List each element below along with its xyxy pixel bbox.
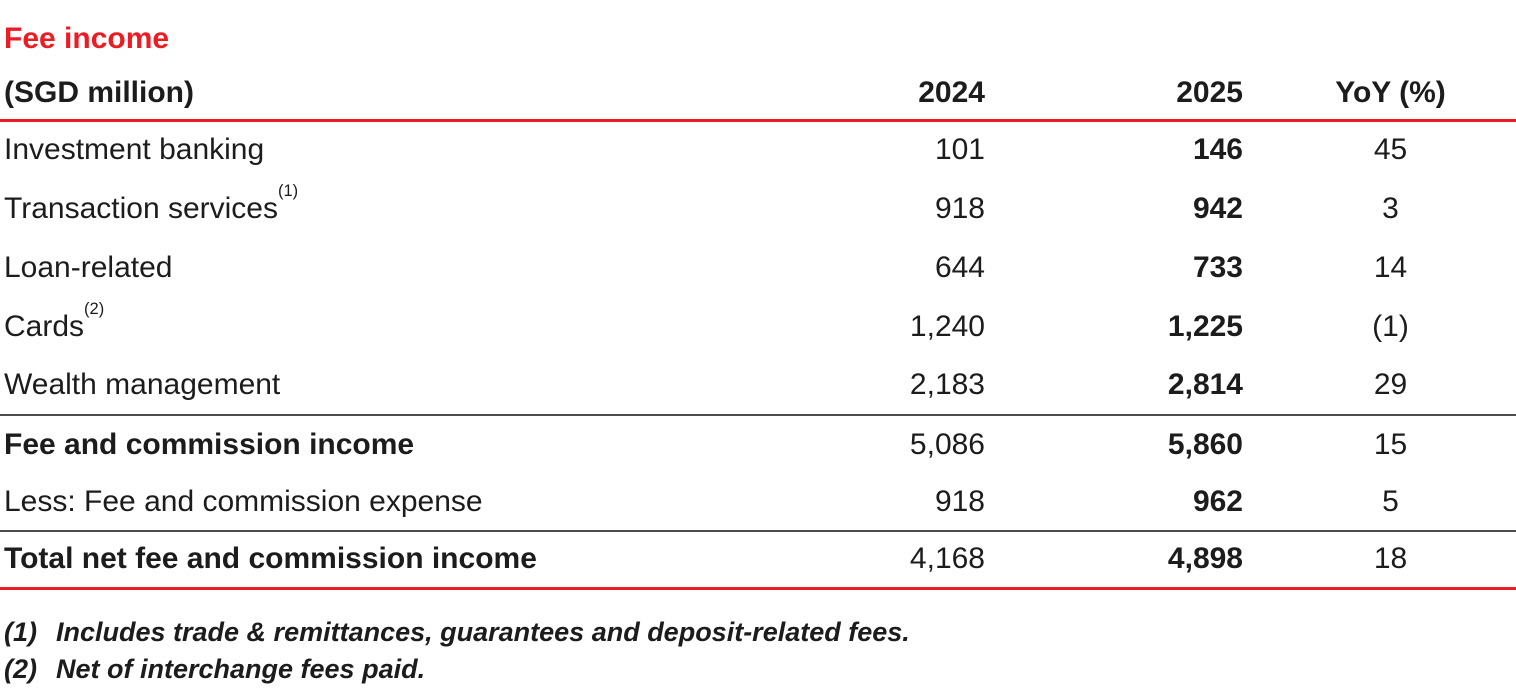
value-2024: 644 <box>934 250 985 284</box>
table-row-fee-commission-expense: Less: Fee and commission expense 918 962… <box>0 473 1516 531</box>
footnote-text: Includes trade & remittances, guarantees… <box>56 616 910 647</box>
value-yoy: 3 <box>1382 191 1399 225</box>
footnote-1: (1) Includes trade & remittances, guaran… <box>4 614 1516 651</box>
value-2024: 918 <box>934 484 985 518</box>
value-2024: 5,086 <box>909 427 985 461</box>
value-2024: 4,168 <box>909 542 985 576</box>
table-header-row: (SGD million) 2024 2025 YoY (%) <box>0 58 1516 120</box>
footnote-2: (2) Net of interchange fees paid. <box>4 651 1516 688</box>
table-row-cards: Cards(2) 1,240 1,225 (1) <box>0 297 1516 356</box>
table-row-loan-related: Loan-related 644 733 14 <box>0 238 1516 297</box>
row-label: Investment banking <box>4 133 265 167</box>
value-yoy: 18 <box>1373 542 1408 576</box>
value-2024: 2,183 <box>909 368 985 401</box>
value-2024: 1,240 <box>909 309 985 343</box>
footnote-marker: (2) <box>4 653 37 684</box>
value-yoy: 15 <box>1373 427 1408 461</box>
value-yoy: 45 <box>1373 133 1408 167</box>
row-label: Less: Fee and commission expense <box>4 484 483 518</box>
row-label: Wealth management <box>4 368 281 401</box>
footnote-marker: (1) <box>4 616 37 647</box>
fee-income-table: (SGD million) 2024 2025 YoY (%) Investme… <box>0 58 1516 590</box>
column-header-2025: 2025 <box>1176 75 1243 109</box>
table-row-wealth-management: Wealth management 2,183 2,814 29 <box>0 356 1516 415</box>
value-2025: 2,814 <box>1167 368 1243 401</box>
table-row-transaction-services: Transaction services(1) 918 942 3 <box>0 179 1516 238</box>
footnotes: (1) Includes trade & remittances, guaran… <box>0 614 1516 688</box>
value-2025: 942 <box>1192 191 1243 225</box>
value-2025: 5,860 <box>1167 427 1243 461</box>
value-yoy: 29 <box>1373 368 1408 401</box>
value-2025: 733 <box>1192 250 1243 284</box>
column-header-yoy: YoY (%) <box>1335 75 1446 109</box>
value-yoy: 5 <box>1382 484 1399 518</box>
value-2024: 918 <box>934 191 985 225</box>
page-title: Fee income <box>4 22 170 55</box>
column-header-2024: 2024 <box>918 75 985 109</box>
footnote-ref-1: (1) <box>277 182 299 201</box>
row-label: Fee and commission income <box>4 427 415 461</box>
unit-label: (SGD million) <box>4 75 194 109</box>
value-2025: 962 <box>1192 484 1243 518</box>
value-2024: 101 <box>934 133 985 167</box>
footnote-text: Net of interchange fees paid. <box>56 653 426 684</box>
value-yoy: 14 <box>1373 250 1408 284</box>
footnote-ref-2: (2) <box>84 300 105 319</box>
row-label: Loan-related <box>4 250 173 284</box>
value-yoy: (1) <box>1372 309 1409 343</box>
value-2025: 4,898 <box>1167 542 1243 576</box>
table-row-investment-banking: Investment banking 101 146 45 <box>0 120 1516 179</box>
value-2025: 146 <box>1192 133 1243 167</box>
table-row-total-net-fee: Total net fee and commission income 4,16… <box>0 531 1516 588</box>
row-label: Transaction services(1) <box>4 182 299 225</box>
row-label: Total net fee and commission income <box>4 542 537 576</box>
row-label: Cards(2) <box>4 300 105 343</box>
value-2025: 1,225 <box>1167 309 1243 343</box>
table-row-fee-commission-income: Fee and commission income 5,086 5,860 15 <box>0 415 1516 473</box>
